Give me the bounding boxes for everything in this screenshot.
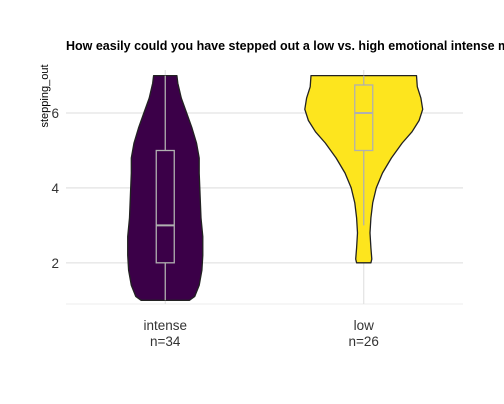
- violins: [127, 74, 424, 301]
- box-intense: [155, 149, 175, 264]
- y-tick-label: 4: [51, 181, 59, 196]
- chart-title: How easily could you have stepped out a …: [66, 39, 504, 53]
- y-tick-label: 6: [51, 106, 59, 121]
- y-tick-label: 2: [51, 256, 59, 271]
- violin-intense: [127, 74, 204, 301]
- y-axis-label: stepping_out: [39, 65, 51, 128]
- x-tick-count: n=26: [349, 334, 379, 349]
- box-low: [354, 84, 374, 152]
- x-tick-label: low: [354, 318, 375, 333]
- x-tick-label: intense: [143, 318, 187, 333]
- x-tick-count: n=34: [150, 334, 181, 349]
- y-tick-labels: 2 4 6: [51, 106, 59, 271]
